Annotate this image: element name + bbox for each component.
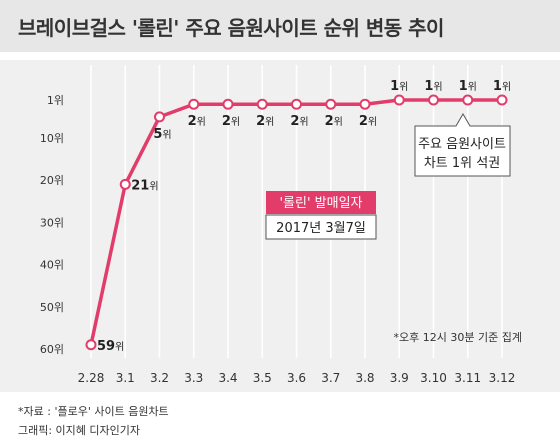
footer: *자료 : '플로우' 사이트 음원차트 그래픽: 이지혜 디자인기자 <box>18 402 169 440</box>
x-tick-label: 3.6 <box>287 371 306 385</box>
y-tick-label: 10위 <box>40 132 64 145</box>
callout-line-1: 주요 음원사이트 <box>418 137 506 152</box>
data-points <box>85 94 508 351</box>
data-point <box>428 94 439 106</box>
x-tick-label: 3.5 <box>253 371 272 385</box>
callout-line-2: 차트 1위 석권 <box>424 156 500 171</box>
x-tick-label: 3.7 <box>321 371 340 385</box>
data-label: 2위 <box>188 114 206 129</box>
chart-title: 브레이브걸스 '롤린' 주요 음원사이트 순위 변동 추이 <box>18 16 444 40</box>
plot-panel: 1위 10위 20위 30위 40위 50위 60위 2.28 3.1 3.2 3.3 3.4 3.5… <box>0 60 560 392</box>
x-tick-label: 3.2 <box>150 371 169 385</box>
source-credit: *자료 : '플로우' 사이트 음원차트 <box>18 405 169 418</box>
data-label: 21위 <box>131 178 158 193</box>
x-tick-label: 3.11 <box>454 371 481 385</box>
aggregation-note: *오후 12시 30분 기준 집계 <box>394 331 522 344</box>
data-point <box>85 339 97 351</box>
data-point <box>154 111 165 123</box>
data-label: 2위 <box>359 114 377 129</box>
y-tick-label: 60위 <box>40 343 64 356</box>
y-tick-label: 40위 <box>40 259 64 272</box>
x-tick-label: 3.9 <box>390 371 409 385</box>
x-tick-label: 3.1 <box>116 371 135 385</box>
data-point <box>393 94 405 106</box>
data-label: 1위 <box>424 79 442 94</box>
release-title: '롤린' 발매일자 <box>279 196 362 211</box>
data-point <box>222 98 234 110</box>
x-tick-label: 3.8 <box>355 371 374 385</box>
data-point <box>359 98 371 110</box>
x-axis: 2.28 3.1 3.2 3.3 3.4 3.5 3.6 3.7 3.8 3.9 3.10 3.11 3… <box>78 371 516 385</box>
x-tick-label: 3.3 <box>184 371 203 385</box>
x-tick-label: 3.10 <box>420 371 447 385</box>
data-label: 1위 <box>390 79 408 94</box>
data-labels: 59위 21위 5위 2위 2위 2위 2위 2위 2위 1위 1위 1위 1위 <box>97 79 511 354</box>
release-title-box <box>266 191 376 214</box>
data-label: 5위 <box>153 127 171 142</box>
rank-line-chart: 1위 10위 20위 30위 40위 50위 60위 2.28 3.1 3.2 3.3 3.4 3.5… <box>40 65 522 385</box>
x-tick-label: 2.28 <box>78 371 105 385</box>
y-tick-label: 20위 <box>40 174 64 187</box>
data-label: 1위 <box>459 79 477 94</box>
callout-bubble <box>414 113 511 177</box>
y-tick-label: 30위 <box>40 216 64 229</box>
y-tick-label: 50위 <box>40 301 64 314</box>
data-point <box>188 98 200 110</box>
data-label: 2위 <box>325 114 343 129</box>
data-point <box>496 94 508 106</box>
data-point <box>291 98 302 110</box>
release-annotation: '롤린' 발매일자 2017년 3월7일 <box>265 191 377 240</box>
top-rank-callout: 주요 음원사이트 차트 1위 석권 <box>414 113 511 177</box>
release-date: 2017년 3월7일 <box>276 221 366 236</box>
data-point <box>325 98 337 110</box>
graphic-credit: 그래픽: 이지혜 디자인기자 <box>18 424 141 437</box>
data-label: 2위 <box>290 114 308 129</box>
data-label: 59위 <box>97 339 124 354</box>
data-point <box>119 178 131 190</box>
release-date-box <box>265 214 377 240</box>
data-point <box>462 94 474 106</box>
data-label: 1위 <box>493 79 511 94</box>
y-axis: 1위 10위 20위 30위 40위 50위 60위 <box>40 94 64 356</box>
data-label: 2위 <box>256 114 274 129</box>
y-tick-label: 1위 <box>47 94 64 107</box>
x-tick-label: 3.12 <box>489 371 516 385</box>
data-point <box>256 98 268 110</box>
data-label: 2위 <box>222 114 240 129</box>
x-tick-label: 3.4 <box>218 371 237 385</box>
title-bar: 브레이브걸스 '롤린' 주요 음원사이트 순위 변동 추이 <box>0 0 560 52</box>
